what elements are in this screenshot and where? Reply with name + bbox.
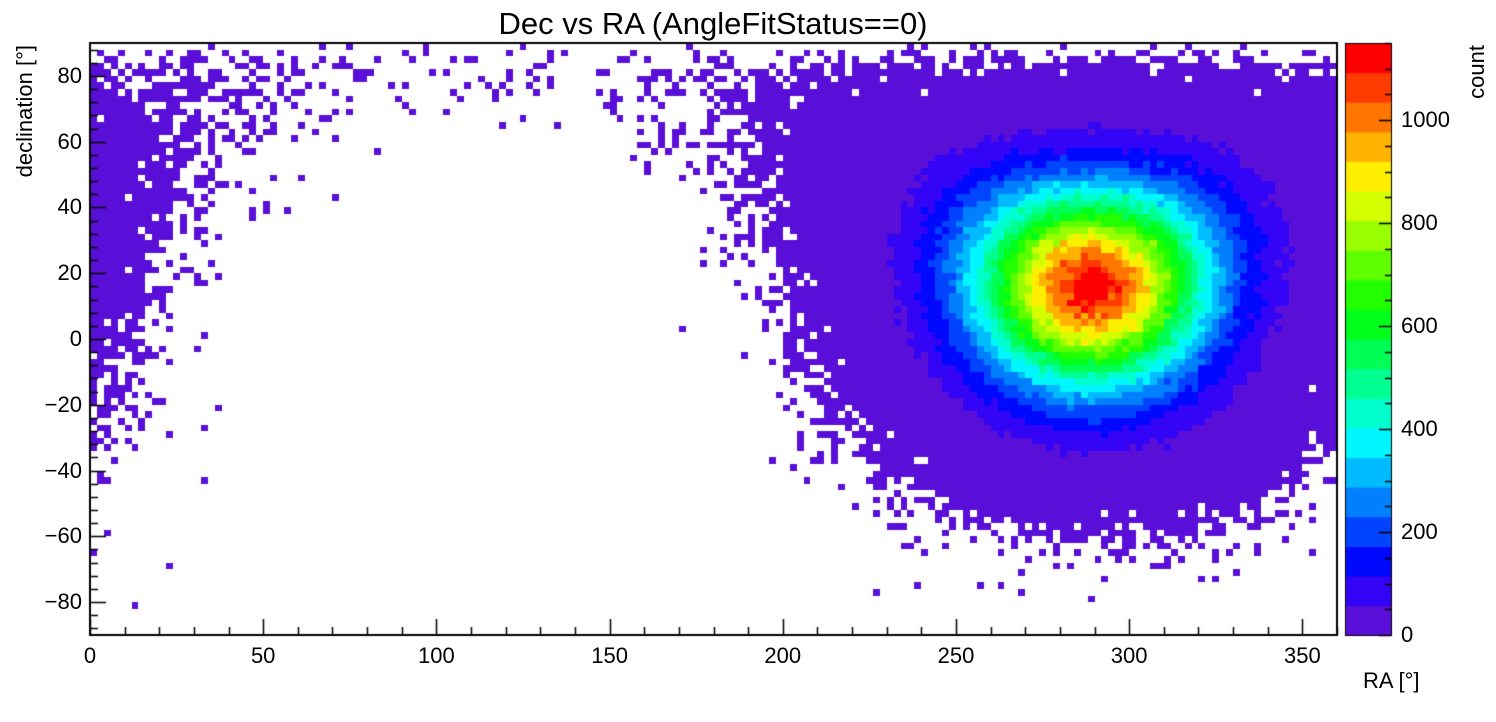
z-tick-label: 800 <box>1401 210 1438 236</box>
y-tick-label: 20 <box>57 260 82 286</box>
x-tick-label: 250 <box>937 643 975 668</box>
z-tick-label: 200 <box>1401 519 1438 545</box>
y-tick-label: −40 <box>44 457 82 483</box>
colorbar-title: count <box>1464 45 1489 99</box>
x-tick-label: 200 <box>764 643 802 668</box>
y-tick-label: 40 <box>57 194 82 220</box>
plot-area <box>90 43 1337 635</box>
x-tick-label: 0 <box>83 643 97 668</box>
z-tick-label: 0 <box>1401 622 1414 647</box>
z-tick-label: 600 <box>1401 313 1438 339</box>
x-tick-label: 100 <box>418 643 455 668</box>
colorbar <box>1345 43 1391 635</box>
y-tick-label: −20 <box>44 391 82 417</box>
y-tick-label: −80 <box>44 589 82 615</box>
x-tick-label: 50 <box>250 643 276 668</box>
y-tick-label: 80 <box>57 62 82 88</box>
chart-title: Dec vs RA (AngleFitStatus==0) <box>498 6 928 41</box>
x-tick-label: 150 <box>591 643 628 668</box>
y-tick-label: 60 <box>57 128 82 154</box>
y-axis-title: declination [°] <box>12 45 37 178</box>
z-tick-label: 400 <box>1401 416 1438 442</box>
y-tick-label: −60 <box>44 523 82 549</box>
x-tick-label: 300 <box>1110 643 1148 668</box>
z-tick-label: 1000 <box>1401 107 1450 133</box>
x-tick-label: 350 <box>1284 643 1321 668</box>
x-axis-title: RA [°] <box>1363 668 1420 693</box>
y-tick-label: 0 <box>69 326 82 351</box>
